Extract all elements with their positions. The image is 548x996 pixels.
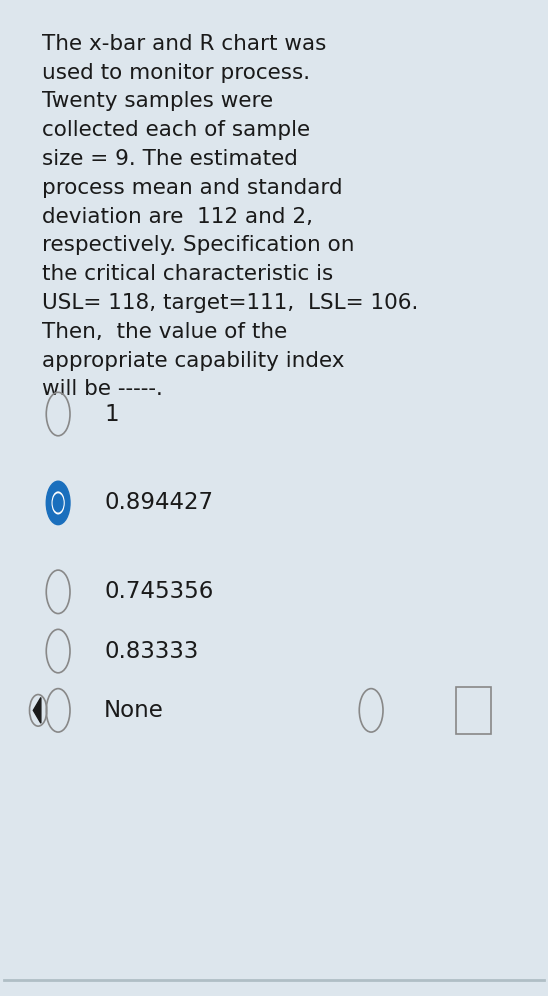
Polygon shape	[33, 697, 41, 723]
Text: 0.83333: 0.83333	[104, 639, 198, 662]
Text: 0.745356: 0.745356	[104, 581, 213, 604]
Text: 0.894427: 0.894427	[104, 491, 213, 515]
Circle shape	[52, 492, 64, 514]
Text: The x-bar and R chart was
used to monitor process.
Twenty samples were
collected: The x-bar and R chart was used to monito…	[42, 34, 418, 399]
Text: None: None	[104, 699, 164, 722]
Circle shape	[53, 494, 63, 512]
Circle shape	[46, 481, 70, 525]
Text: 1: 1	[104, 402, 118, 425]
